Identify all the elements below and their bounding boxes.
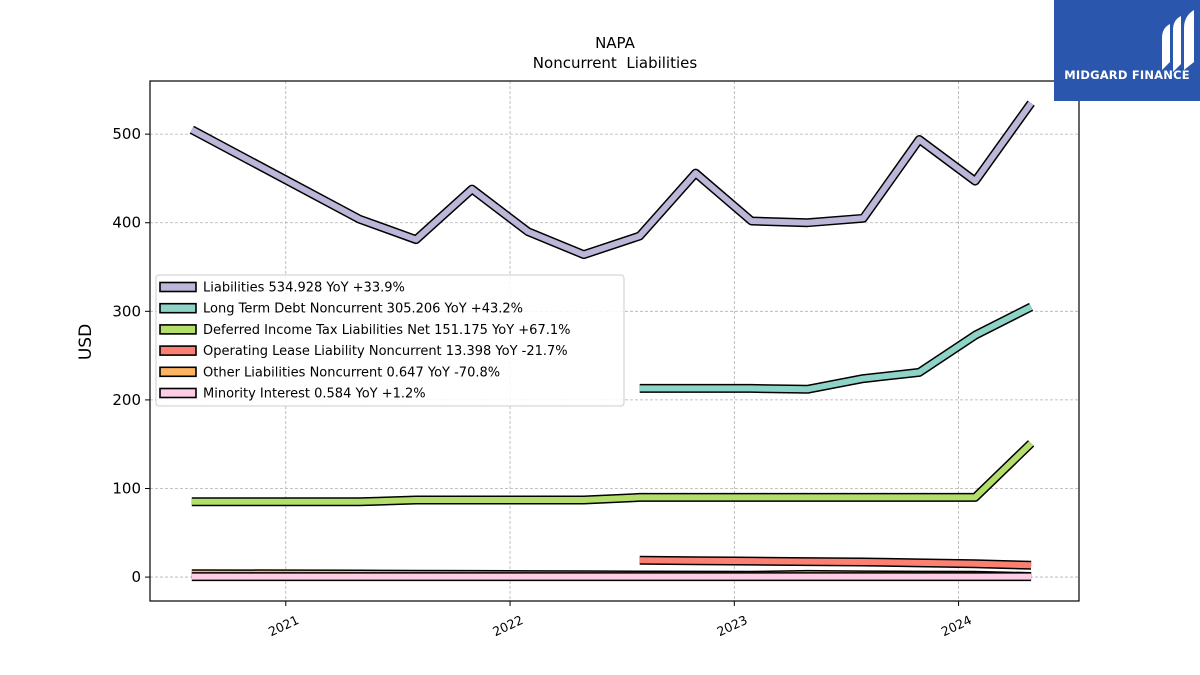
chart-title: NAPA	[595, 34, 636, 52]
legend-entry: Operating Lease Liability Noncurrent 13.…	[203, 344, 568, 359]
x-tick-label: 2021	[266, 612, 301, 639]
legend-swatch	[159, 281, 197, 293]
series-layer	[189, 100, 1035, 582]
y-axis-ticks: 0 100 200 300 400 500	[112, 125, 150, 586]
midgard-finance-logo: MIDGARD FINANCE	[1054, 0, 1200, 101]
legend-swatch	[159, 387, 197, 399]
x-tick-label: 2023	[714, 612, 749, 639]
y-tick-label: 0	[131, 568, 141, 586]
legend-box	[155, 274, 625, 407]
series-line	[189, 100, 1035, 260]
midgard-m-logo-icon	[1162, 10, 1194, 72]
legend-entry: Long Term Debt Noncurrent 305.206 YoY +4…	[203, 302, 523, 317]
x-tick-label: 2022	[490, 612, 525, 639]
series-line	[639, 555, 1032, 570]
legend-swatch	[159, 366, 197, 378]
legend-swatch	[159, 345, 197, 356]
series-line-outline	[191, 440, 1035, 507]
legend-entry: Minority Interest 0.584 YoY +1.2%	[203, 387, 426, 402]
y-tick-label: 400	[112, 214, 141, 232]
y-tick-label: 500	[112, 125, 141, 143]
series-line-outline	[189, 100, 1035, 260]
series-line-fill	[190, 101, 1034, 258]
series-line-fill	[639, 304, 1033, 393]
x-axis-ticks: 2021 2022 2023 2024	[266, 601, 974, 639]
y-tick-label: 300	[112, 302, 141, 320]
legend-swatch	[159, 324, 197, 335]
series-line-fill	[639, 557, 1032, 569]
x-tick-label: 2024	[939, 612, 974, 639]
legend-entry: Liabilities 534.928 YoY +33.9%	[203, 281, 405, 296]
y-axis-label: USD	[76, 324, 96, 360]
series-line-outline	[639, 302, 1034, 394]
legend-entry: Other Liabilities Noncurrent 0.647 YoY -…	[203, 365, 500, 380]
series-line	[639, 302, 1034, 394]
series-line-fill	[191, 441, 1034, 505]
legend: Liabilities 534.928 YoY +33.9% Long Term …	[155, 274, 625, 407]
series-line	[191, 440, 1035, 507]
logo-text: MIDGARD FINANCE	[1064, 68, 1190, 82]
y-tick-label: 100	[112, 479, 141, 497]
chart-subtitle: Noncurrent Liabilities	[533, 54, 698, 72]
legend-swatch	[159, 302, 197, 314]
legend-entry: Deferred Income Tax Liabilities Net 151.…	[203, 323, 571, 338]
y-tick-label: 200	[112, 391, 141, 409]
plot-frame	[149, 80, 1080, 602]
